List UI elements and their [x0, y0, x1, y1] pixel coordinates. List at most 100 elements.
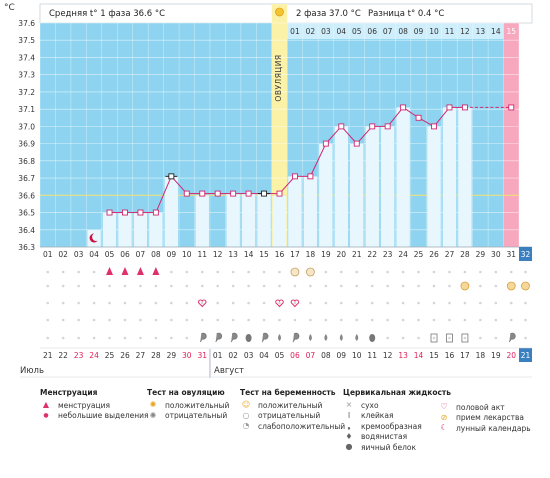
row-dot	[139, 301, 142, 305]
row-dot	[355, 284, 359, 288]
row-dot	[231, 301, 235, 305]
row-dot	[247, 284, 250, 288]
row-dot	[309, 284, 312, 288]
row-dot	[355, 301, 359, 305]
row-dot	[494, 318, 498, 322]
legend-menstruation: Менструация ▲ менструация ● небольшие выде…	[40, 388, 149, 421]
row-dot	[448, 336, 451, 340]
row-dot	[386, 301, 389, 305]
cycle-day-label: 19	[321, 250, 331, 259]
row-dot	[262, 270, 266, 274]
phase2-day-label: 02	[306, 27, 316, 36]
temperature-point	[245, 190, 252, 197]
eggwhite-mark	[369, 334, 376, 342]
date-label: 09	[337, 351, 347, 360]
cycle-day-label: 04	[89, 250, 99, 259]
date-label: 19	[491, 351, 501, 360]
row-dot	[463, 318, 467, 322]
row-dot	[479, 336, 482, 340]
cycle-day-label: 03	[74, 250, 84, 259]
row-dot	[278, 270, 281, 274]
temperature-point	[508, 104, 515, 111]
date-label: 13	[398, 351, 408, 360]
row-dot	[46, 336, 50, 340]
pregnancy-test-positive-icon: ☺	[241, 400, 251, 410]
temperature-point	[369, 123, 376, 130]
intercourse-icon: ♡	[440, 402, 448, 412]
row-dot	[77, 336, 80, 340]
date-label: 31	[197, 351, 207, 360]
row-dot	[154, 284, 158, 288]
phase2-day-cell	[379, 23, 396, 39]
cycle-day-label: 08	[151, 250, 161, 259]
temperature-point	[431, 123, 437, 130]
row-dot	[324, 270, 328, 274]
row-dot	[46, 301, 50, 305]
ovulation-test-mark	[306, 267, 315, 277]
y-tick-label: 36.6	[18, 191, 35, 200]
y-tick-label: 36.4	[18, 226, 35, 235]
row-dot	[46, 318, 50, 322]
row-dot	[61, 336, 65, 340]
legend-other: ♡ половой акт ⊘ прием лекарства ☾ лунный ка…	[438, 402, 530, 434]
creamy-mark	[292, 332, 300, 343]
row-dot	[432, 284, 436, 288]
legend-cf-dry: сухо	[361, 400, 379, 410]
date-label: 23	[74, 351, 84, 360]
cycle-day-label: 31	[507, 250, 517, 259]
row-dot	[417, 284, 420, 288]
phase1-average: Средняя t° 1 фаза 36.6 °C	[49, 9, 165, 19]
phase2-day-cell	[349, 23, 365, 39]
row-dot	[170, 301, 173, 305]
row-dot	[123, 318, 127, 322]
legend-medication: прием лекарства	[456, 413, 524, 423]
row-dot	[309, 318, 312, 322]
row-dot	[448, 284, 451, 288]
row-dot	[46, 284, 50, 288]
row-dot	[370, 284, 374, 288]
row-dot	[200, 284, 204, 288]
row-dot	[509, 318, 513, 322]
row-dot	[417, 318, 420, 322]
row-dot	[185, 301, 189, 305]
temperature-bar	[427, 126, 441, 247]
temperature-point	[292, 173, 298, 180]
row-dot	[340, 318, 343, 322]
row-dot	[370, 270, 374, 274]
ovulation-test-positive-icon: ✺	[149, 400, 157, 410]
temperature-bar	[149, 212, 163, 247]
cycle-day-label: 26	[429, 250, 439, 259]
date-label: 27	[136, 351, 146, 360]
row-dot	[340, 284, 343, 288]
month-july: Июль	[20, 366, 44, 376]
temperature-point	[461, 104, 468, 111]
watery-icon: ♦	[345, 431, 353, 441]
row-dot	[231, 318, 235, 322]
row-dot	[324, 284, 328, 288]
row-dot	[278, 301, 281, 305]
cycle-day-label: 27	[445, 250, 455, 259]
row-dot	[340, 301, 343, 305]
row-dot	[170, 318, 173, 322]
date-label: 25	[105, 351, 115, 360]
date-label: 05	[275, 351, 285, 360]
ovulation-test-mark	[290, 267, 300, 277]
date-label: 12	[383, 351, 393, 360]
creamy-mark	[199, 332, 207, 343]
cycle-day-label: 18	[306, 250, 316, 259]
row-dot	[479, 318, 482, 322]
date-label: 06	[290, 351, 300, 360]
cycle-day-label: 01	[43, 250, 53, 259]
legend-cervical-fluid-title: Цервикальная жидкость	[343, 388, 452, 397]
row-dot	[432, 318, 436, 322]
date-label: 11	[367, 351, 377, 360]
row-dot	[185, 318, 189, 322]
row-dot	[524, 270, 527, 274]
phase2-day-label: 11	[445, 27, 455, 36]
row-dot	[386, 284, 389, 288]
cycle-day-label: 05	[105, 250, 115, 259]
row-dot	[417, 301, 420, 305]
row-dot	[479, 270, 482, 274]
temperature-point	[446, 104, 453, 111]
phase2-day-cell	[488, 23, 504, 39]
